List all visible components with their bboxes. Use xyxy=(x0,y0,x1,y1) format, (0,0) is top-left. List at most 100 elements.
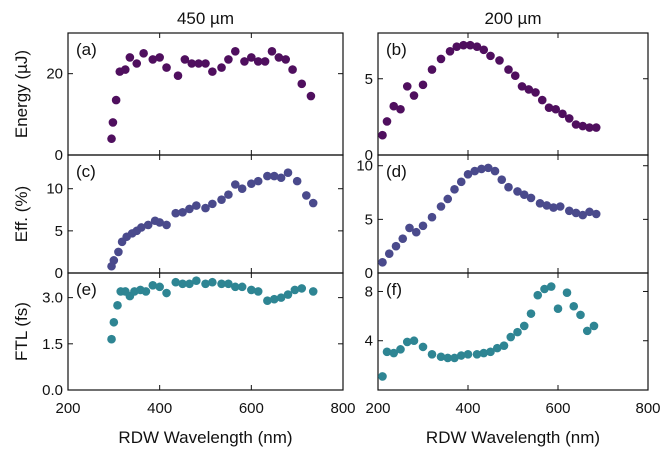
data-point xyxy=(418,342,428,352)
data-point xyxy=(267,47,277,56)
data-point xyxy=(384,249,394,258)
data-point xyxy=(405,223,414,233)
data-point xyxy=(589,321,599,331)
data-point xyxy=(389,101,399,111)
data-point xyxy=(114,247,123,257)
y-tick-label: 10 xyxy=(356,158,373,175)
data-point xyxy=(402,82,412,91)
data-point xyxy=(411,227,421,237)
y-tick-label: 5 xyxy=(365,211,373,228)
data-point xyxy=(531,88,540,97)
data-point xyxy=(224,55,233,64)
data-point xyxy=(155,53,164,62)
data-point xyxy=(109,317,119,327)
data-point xyxy=(542,201,552,210)
data-point xyxy=(418,221,428,231)
data-point xyxy=(269,294,279,304)
y-tick-label: 1.5 xyxy=(42,336,63,353)
data-point xyxy=(436,202,446,211)
data-point xyxy=(553,304,563,314)
data-point xyxy=(427,212,437,222)
data-point xyxy=(111,95,121,105)
data-point xyxy=(208,199,217,209)
y-tick-label: 0 xyxy=(365,265,373,282)
data-point xyxy=(276,293,286,302)
data-point xyxy=(155,282,164,292)
data-point xyxy=(178,208,187,217)
y-tick-label: 0 xyxy=(55,147,63,164)
data-point xyxy=(591,123,601,132)
data-point xyxy=(201,203,210,213)
data-point xyxy=(137,223,146,232)
x-tick-label: 600 xyxy=(545,400,570,417)
data-point xyxy=(490,166,500,176)
x-tick-label: 800 xyxy=(635,400,660,417)
data-point xyxy=(427,349,437,359)
data-point xyxy=(578,121,588,131)
data-point xyxy=(591,209,601,219)
data-point xyxy=(378,130,387,140)
column-title-2: 200 µm xyxy=(484,9,541,28)
data-point xyxy=(582,326,592,336)
y-tick-label: 0 xyxy=(365,147,373,164)
data-point xyxy=(276,173,286,183)
data-point xyxy=(499,341,509,350)
data-point xyxy=(497,175,507,184)
data-point xyxy=(141,287,151,296)
data-point xyxy=(192,276,201,285)
data-point xyxy=(217,279,226,289)
data-point xyxy=(263,296,272,306)
data-point xyxy=(180,55,190,64)
data-point xyxy=(506,332,516,342)
y-tick-label: 4 xyxy=(365,333,373,350)
y-axis-label: FTL (fs) xyxy=(12,302,31,361)
data-point xyxy=(302,191,311,200)
data-point xyxy=(513,327,522,337)
data-point xyxy=(224,279,233,289)
data-point xyxy=(120,65,130,74)
data-point xyxy=(445,47,455,56)
data-point xyxy=(436,352,446,362)
x-tick-label: 200 xyxy=(365,400,390,417)
y-tick-label: 10 xyxy=(46,181,63,198)
data-point xyxy=(549,203,558,212)
data-point xyxy=(450,185,459,194)
data-point xyxy=(185,279,194,289)
panel-frame-4 xyxy=(67,272,344,391)
x-tick-label: 800 xyxy=(330,400,355,417)
data-point xyxy=(113,301,122,310)
data-point xyxy=(427,65,437,74)
data-point xyxy=(173,71,183,80)
data-point xyxy=(540,284,549,294)
data-point xyxy=(526,309,536,318)
data-point xyxy=(409,91,419,100)
data-point xyxy=(483,163,493,173)
data-point xyxy=(194,59,203,68)
y-tick-label: 20 xyxy=(46,66,63,83)
data-point xyxy=(562,288,572,298)
data-point xyxy=(450,353,459,363)
y-tick-label: 0 xyxy=(55,265,63,282)
data-point xyxy=(171,208,181,218)
panel-frame-5 xyxy=(377,272,649,391)
data-point xyxy=(513,187,522,196)
x-tick-label: 200 xyxy=(55,400,80,417)
data-point xyxy=(551,104,561,114)
data-point xyxy=(456,351,466,360)
data-point xyxy=(486,347,495,357)
data-point xyxy=(283,168,293,177)
data-point xyxy=(555,202,565,211)
data-point xyxy=(479,45,489,55)
panel-label: (f) xyxy=(386,280,402,299)
data-point xyxy=(208,277,217,287)
y-tick-label: 0.0 xyxy=(42,382,63,399)
data-point xyxy=(486,51,495,61)
data-point xyxy=(253,287,263,296)
data-point xyxy=(139,49,148,58)
panel-label: (e) xyxy=(76,280,97,299)
data-point xyxy=(495,56,504,65)
x-axis-label-1: RDW Wavelength (nm) xyxy=(118,428,292,447)
data-point xyxy=(463,170,473,179)
data-point xyxy=(472,42,482,52)
